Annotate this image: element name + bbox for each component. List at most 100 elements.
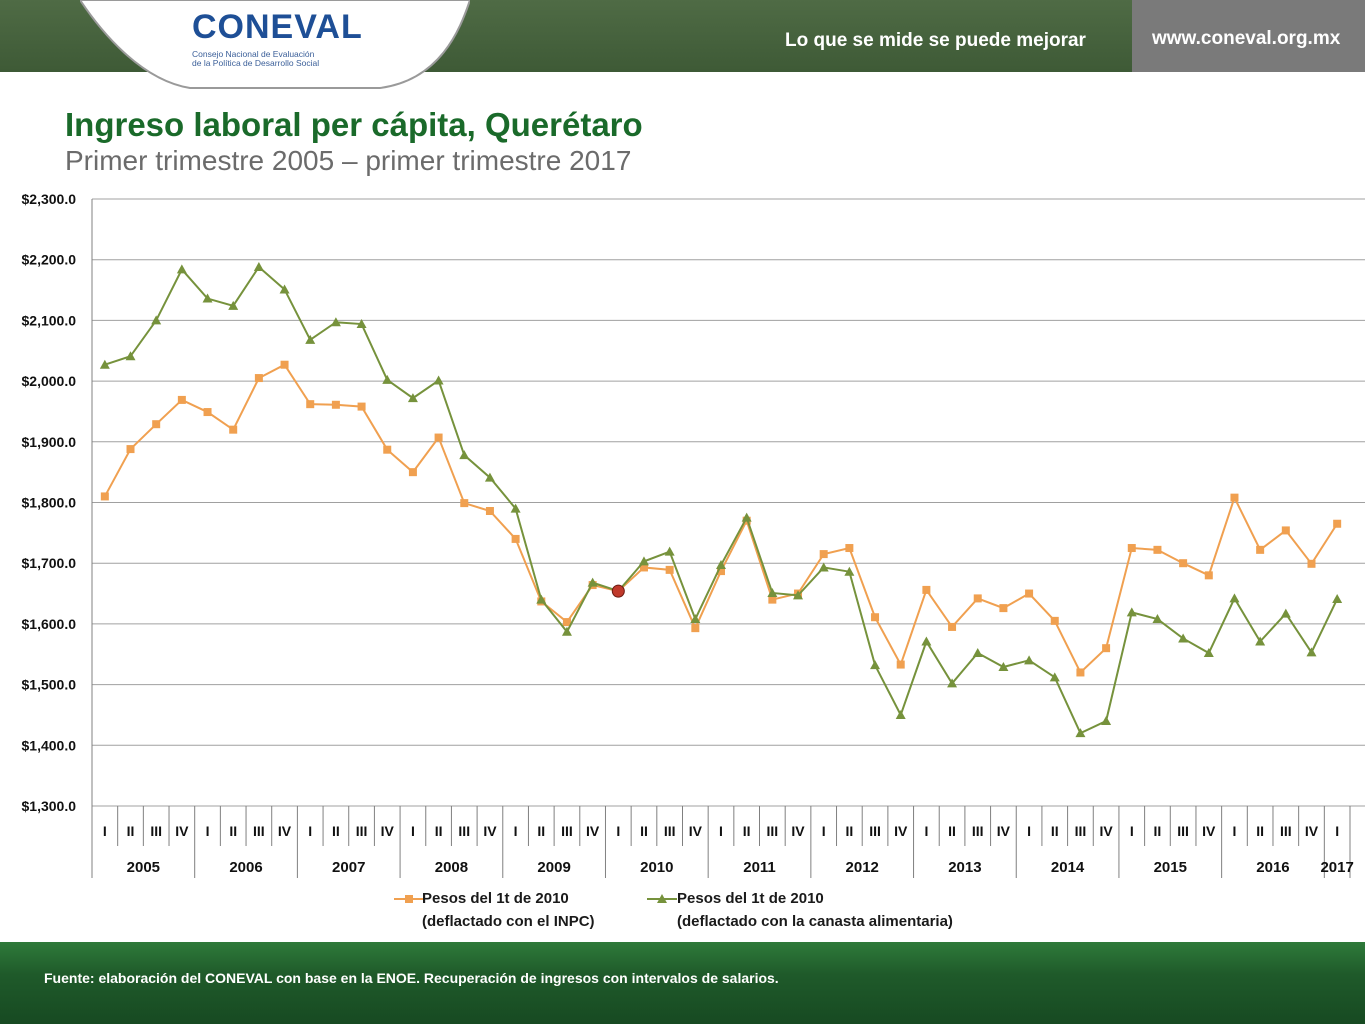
data-point-canasta (330, 317, 341, 327)
data-point-inpc (1025, 589, 1034, 598)
x-quarter-label: III (1075, 823, 1087, 839)
y-tick-label: $2,200.0 (22, 252, 77, 268)
x-quarter-label: II (332, 823, 340, 839)
x-quarter-label: IV (1099, 823, 1113, 839)
x-quarter-label: I (1027, 823, 1031, 839)
data-point-canasta (151, 315, 162, 325)
data-point-canasta (228, 300, 239, 310)
data-point-inpc (280, 360, 289, 369)
x-year-label: 2005 (127, 859, 160, 876)
data-point-inpc (203, 408, 212, 417)
x-quarter-label: II (229, 823, 237, 839)
data-point-canasta (1152, 614, 1163, 624)
data-point-inpc (152, 420, 161, 429)
x-quarter-label: IV (791, 823, 805, 839)
data-point-canasta (638, 556, 649, 566)
data-point-inpc (306, 400, 315, 409)
data-point-canasta (305, 334, 316, 344)
x-year-label: 2008 (435, 859, 468, 876)
x-quarter-label: III (253, 823, 265, 839)
x-quarter-label: I (1335, 823, 1339, 839)
x-quarter-label: II (1051, 823, 1059, 839)
y-tick-label: $1,600.0 (22, 616, 77, 632)
y-tick-label: $1,900.0 (22, 434, 77, 450)
x-quarter-label: I (103, 823, 107, 839)
x-quarter-label: III (972, 823, 984, 839)
data-point-inpc (819, 550, 828, 559)
data-point-inpc (845, 544, 854, 553)
data-point-canasta (99, 359, 110, 369)
data-point-canasta (561, 626, 572, 636)
y-tick-label: $1,300.0 (22, 798, 77, 814)
x-quarter-label: III (1280, 823, 1292, 839)
y-tick-label: $1,800.0 (22, 495, 77, 511)
legend-marker-inpc (394, 895, 424, 903)
data-point-canasta (1075, 728, 1086, 738)
data-point-canasta (793, 590, 804, 600)
x-quarter-label: II (1154, 823, 1162, 839)
x-quarter-label: IV (689, 823, 703, 839)
x-year-label: 2015 (1154, 859, 1187, 876)
data-point-canasta (972, 648, 983, 658)
x-quarter-label: I (616, 823, 620, 839)
data-point-inpc (691, 624, 700, 633)
data-point-inpc (1204, 571, 1213, 580)
x-quarter-label: II (435, 823, 443, 839)
x-quarter-label: IV (381, 823, 395, 839)
data-point-inpc (973, 594, 982, 603)
data-point-canasta (895, 709, 906, 719)
data-point-canasta (1049, 672, 1060, 682)
x-year-label: 2014 (1051, 859, 1085, 876)
data-point-inpc (1127, 544, 1136, 553)
data-point-inpc (383, 445, 392, 454)
y-tick-label: $2,100.0 (22, 312, 77, 328)
x-quarter-label: IV (483, 823, 497, 839)
x-year-label: 2006 (229, 859, 262, 876)
data-point-canasta (870, 660, 881, 670)
data-point-inpc (1102, 644, 1111, 653)
data-point-inpc (665, 565, 674, 574)
x-quarter-label: IV (1305, 823, 1319, 839)
data-point-canasta (176, 264, 187, 274)
x-quarter-label: I (308, 823, 312, 839)
data-point-canasta (741, 512, 752, 522)
y-tick-label: $1,500.0 (22, 677, 77, 693)
data-point-canasta (1306, 647, 1317, 657)
data-point-canasta (664, 546, 675, 556)
data-point-canasta (1024, 655, 1035, 665)
chart-subtitle: Primer trimestre 2005 – primer trimestre… (65, 145, 632, 176)
data-point-inpc (562, 618, 571, 627)
series-line-inpc (103, 363, 1339, 675)
data-point-canasta (484, 472, 495, 482)
chart-title: Ingreso laboral per cápita, Querétaro (65, 106, 643, 143)
y-tick-label: $2,300.0 (22, 191, 77, 207)
data-point-canasta (1229, 593, 1240, 603)
source-note: Fuente: elaboración del CONEVAL con base… (44, 970, 779, 986)
data-point-canasta (510, 503, 521, 513)
data-point-inpc (434, 433, 443, 442)
x-quarter-label: III (869, 823, 881, 839)
data-point-canasta (407, 393, 418, 403)
data-point-inpc (229, 425, 238, 434)
data-point-canasta (356, 319, 367, 329)
data-point-canasta (1101, 716, 1112, 726)
data-point-inpc (1050, 616, 1059, 625)
data-point-canasta (947, 678, 958, 688)
x-quarter-label: II (845, 823, 853, 839)
data-point-canasta (1280, 608, 1291, 618)
legend-marker-canasta (647, 894, 677, 903)
x-quarter-label: IV (1202, 823, 1216, 839)
data-point-canasta (998, 661, 1009, 671)
data-point-canasta (1255, 636, 1266, 646)
data-point-inpc (1153, 545, 1162, 554)
coneval-logo: CONEVAL (192, 8, 363, 46)
data-point-canasta (767, 587, 778, 597)
data-point-canasta (690, 614, 701, 624)
data-point-inpc (948, 622, 957, 631)
data-point-canasta (1203, 648, 1214, 658)
x-quarter-label: I (822, 823, 826, 839)
y-tick-label: $2,000.0 (22, 373, 77, 389)
series-line-canasta (104, 265, 1339, 735)
x-quarter-label: I (514, 823, 518, 839)
x-year-label: 2017 (1320, 859, 1353, 876)
